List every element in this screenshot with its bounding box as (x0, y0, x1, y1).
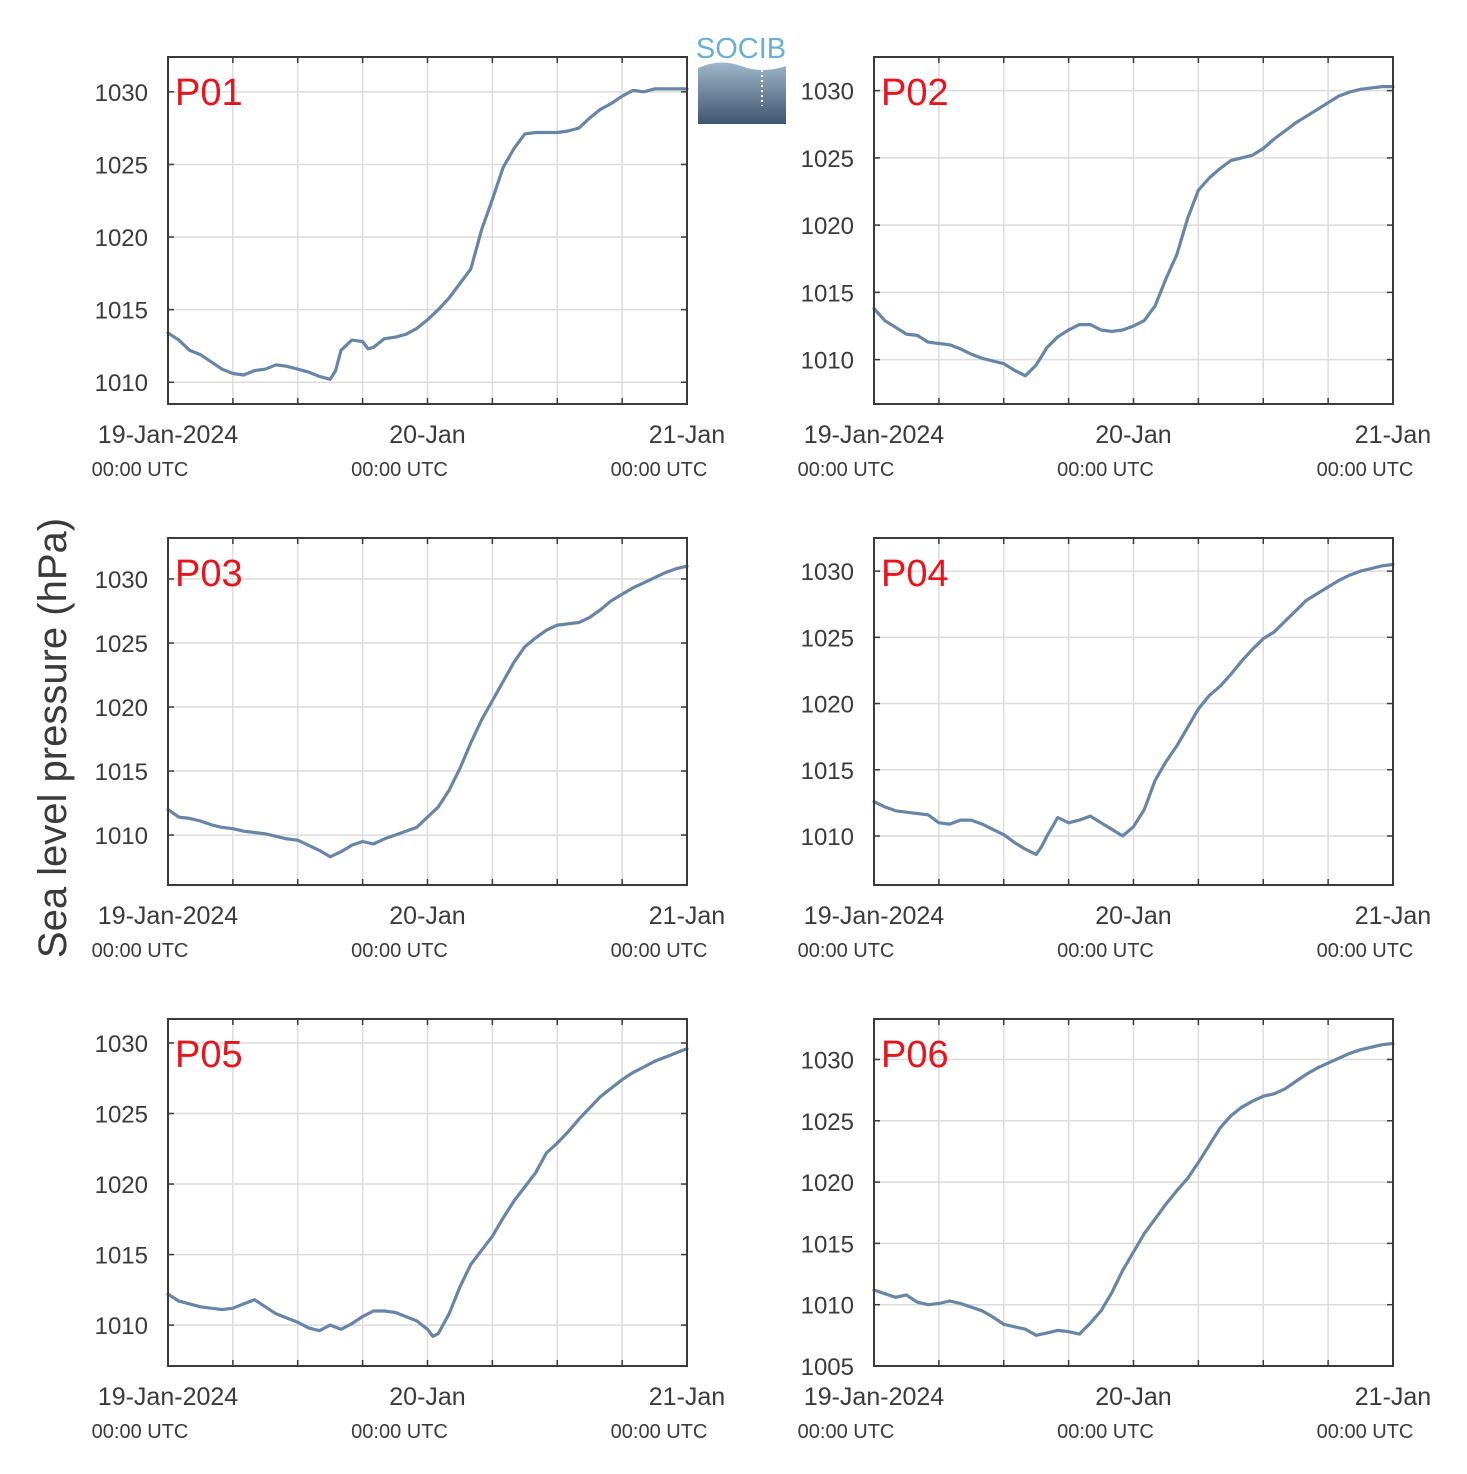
y-tick-label: 1030 (95, 567, 148, 594)
y-tick-label: 1010 (95, 1313, 148, 1340)
y-tick-label: 1020 (801, 1170, 854, 1197)
y-tick-label: 1020 (95, 225, 148, 252)
pressure-series-line (872, 1041, 1395, 1337)
y-tick-label: 1005 (801, 1354, 854, 1381)
y-tick-label: 1015 (95, 1243, 148, 1270)
y-tick-label: 1030 (95, 1031, 148, 1058)
x-tick-label: 20-Jan (389, 1383, 465, 1411)
y-tick-label: 1025 (95, 631, 148, 658)
x-tick-sublabel: 00:00 UTC (1057, 1421, 1154, 1443)
x-tick-sublabel: 00:00 UTC (1317, 940, 1414, 962)
y-tick-label: 1010 (801, 824, 854, 851)
x-tick-sublabel: 00:00 UTC (798, 940, 895, 962)
x-tick-label: 19-Jan-2024 (98, 1383, 238, 1411)
x-tick-label: 21-Jan (1355, 902, 1431, 930)
axes-frame (873, 537, 1394, 886)
y-tick-label: 1015 (95, 759, 148, 786)
x-tick-label: 20-Jan (389, 902, 465, 930)
chart-panel-5: 1010 1015 1020 1025 1030 P05 19-Jan-2024 00:00 … (92, 1018, 725, 1443)
x-tick-sublabel: 00:00 UTC (798, 459, 895, 481)
y-tick-label: 1025 (95, 152, 148, 179)
socib-logo: SOCIB (696, 33, 786, 124)
pressure-series-line (166, 1046, 689, 1339)
x-tick-label: 21-Jan (1355, 1383, 1431, 1411)
x-tick-label: 19-Jan-2024 (98, 421, 238, 449)
y-tick-label: 1025 (801, 625, 854, 652)
pressure-series-line (872, 84, 1395, 378)
x-tick-sublabel: 00:00 UTC (92, 940, 189, 962)
panel-label: P02 (881, 72, 949, 114)
axes-frame (167, 1018, 688, 1367)
x-tick-label: 19-Jan-2024 (804, 902, 944, 930)
panel-label: P01 (175, 72, 243, 114)
chart-panel-4: 1010 1015 1020 1025 1030 P04 19-Jan-2024 00:00 … (798, 537, 1431, 962)
x-tick-sublabel: 00:00 UTC (92, 459, 189, 481)
y-tick-label: 1010 (95, 370, 148, 397)
panel-label: P05 (175, 1034, 243, 1076)
y-tick-label: 1015 (801, 1231, 854, 1258)
x-tick-label: 20-Jan (389, 421, 465, 449)
y-axis-label: Sea level pressure (hPa) (31, 518, 75, 958)
y-tick-label: 1020 (801, 692, 854, 719)
x-tick-label: 19-Jan-2024 (98, 902, 238, 930)
y-tick-label: 1030 (95, 80, 148, 107)
y-tick-label: 1020 (801, 213, 854, 240)
y-tick-label: 1030 (801, 79, 854, 106)
y-tick-label: 1030 (801, 1047, 854, 1074)
x-tick-sublabel: 00:00 UTC (798, 1421, 895, 1443)
chart-panel-1: 1010 1015 1020 1025 1030 P01 19-Jan-2024 00:00 … (92, 56, 725, 481)
x-tick-label: 21-Jan (649, 1383, 725, 1411)
y-tick-label: 1025 (801, 1109, 854, 1136)
chart-panel-6: 1005 1010 1015 1020 1025 1030 P06 19-Jan-2024 00… (798, 1018, 1431, 1443)
x-tick-sublabel: 00:00 UTC (1317, 459, 1414, 481)
x-tick-sublabel: 00:00 UTC (92, 1421, 189, 1443)
y-tick-label: 1020 (95, 1172, 148, 1199)
panel-label: P06 (881, 1034, 949, 1076)
y-tick-label: 1015 (95, 298, 148, 325)
y-tick-label: 1025 (801, 146, 854, 173)
y-tick-label: 1030 (801, 559, 854, 586)
y-tick-label: 1010 (801, 1293, 854, 1320)
pressure-series-line (166, 564, 689, 859)
x-tick-sublabel: 00:00 UTC (611, 459, 708, 481)
x-tick-sublabel: 00:00 UTC (611, 1421, 708, 1443)
x-tick-sublabel: 00:00 UTC (1317, 1421, 1414, 1443)
pressure-series-line (872, 562, 1395, 857)
y-tick-label: 1015 (801, 280, 854, 307)
chart-panel-2: 1010 1015 1020 1025 1030 P02 19-Jan-2024 00:00 … (798, 56, 1431, 481)
y-tick-label: 1025 (95, 1102, 148, 1129)
chart-panel-3: 1010 1015 1020 1025 1030 P03 19-Jan-2024 00:00 … (92, 537, 725, 962)
x-tick-sublabel: 00:00 UTC (1057, 459, 1154, 481)
panels: 1010 1015 1020 1025 1030 P01 19-Jan-2024 00:00 … (92, 56, 1431, 1443)
y-tick-label: 1015 (801, 758, 854, 785)
x-tick-label: 19-Jan-2024 (804, 1383, 944, 1411)
y-tick-label: 1010 (95, 823, 148, 850)
y-tick-label: 1020 (95, 695, 148, 722)
x-tick-sublabel: 00:00 UTC (351, 459, 448, 481)
x-tick-sublabel: 00:00 UTC (351, 1421, 448, 1443)
panel-label: P04 (881, 553, 949, 595)
x-tick-label: 19-Jan-2024 (804, 421, 944, 449)
x-tick-label: 21-Jan (1355, 421, 1431, 449)
socib-logo-text: SOCIB (696, 33, 786, 65)
axes-frame (167, 537, 688, 886)
x-tick-sublabel: 00:00 UTC (351, 940, 448, 962)
panel-label: P03 (175, 553, 243, 595)
x-tick-sublabel: 00:00 UTC (1057, 940, 1154, 962)
x-tick-label: 20-Jan (1095, 1383, 1171, 1411)
pressure-series-line (166, 87, 689, 381)
x-tick-label: 20-Jan (1095, 902, 1171, 930)
axes-frame (873, 1018, 1394, 1367)
x-tick-sublabel: 00:00 UTC (611, 940, 708, 962)
x-tick-label: 20-Jan (1095, 421, 1171, 449)
x-tick-label: 21-Jan (649, 421, 725, 449)
axes-frame (873, 56, 1394, 405)
y-tick-label: 1010 (801, 348, 854, 375)
axes-frame (167, 56, 688, 405)
x-tick-label: 21-Jan (649, 902, 725, 930)
